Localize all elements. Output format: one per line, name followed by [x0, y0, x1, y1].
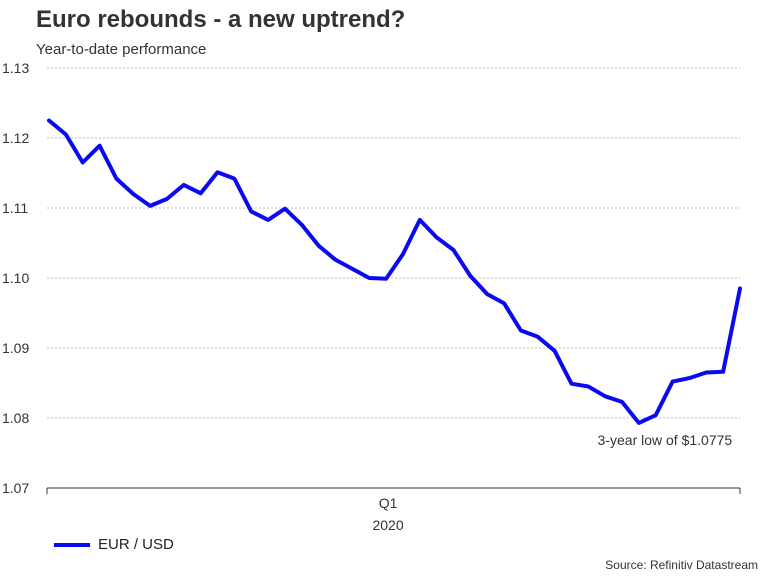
legend: EUR / USD	[54, 536, 174, 553]
data-point	[334, 258, 338, 262]
data-point	[502, 301, 506, 305]
data-point	[47, 119, 51, 123]
data-point	[654, 413, 658, 417]
y-tick-label: 1.13	[2, 60, 29, 76]
y-tick-label: 1.12	[2, 130, 29, 146]
data-point	[249, 210, 253, 214]
data-point	[435, 235, 439, 239]
legend-swatch-eur-usd	[54, 542, 90, 547]
data-point	[317, 244, 321, 248]
data-point	[687, 376, 691, 380]
data-point	[350, 267, 354, 271]
data-point	[620, 400, 624, 404]
data-point	[536, 335, 540, 339]
x-tick-label: Q1	[379, 495, 398, 511]
chart-title: Euro rebounds - a new uptrend?	[36, 6, 406, 33]
data-point	[671, 380, 675, 384]
series-line-eur-usd	[47, 118, 742, 425]
y-tick-label: 1.09	[2, 340, 29, 356]
data-point	[81, 161, 85, 165]
data-point	[182, 183, 186, 187]
data-point	[553, 349, 557, 353]
data-point	[586, 385, 590, 389]
chart-subtitle: Year-to-date performance	[36, 41, 207, 58]
data-point	[519, 329, 523, 333]
data-point	[367, 276, 371, 280]
data-point	[603, 394, 607, 398]
data-point	[165, 197, 169, 201]
data-point	[114, 177, 118, 181]
data-point	[704, 371, 708, 375]
data-point	[738, 287, 742, 291]
data-point	[637, 421, 641, 425]
y-tick-label: 1.08	[2, 410, 29, 426]
y-tick-label: 1.10	[2, 270, 29, 286]
data-point	[283, 207, 287, 211]
data-point	[64, 133, 68, 137]
data-point	[451, 248, 455, 252]
data-point	[300, 223, 304, 227]
data-point	[266, 218, 270, 222]
y-tick-label: 1.11	[2, 200, 28, 216]
data-point	[216, 170, 220, 174]
data-point	[401, 252, 405, 256]
legend-label-eur-usd: EUR / USD	[98, 536, 174, 553]
annotation-label: 3-year low of $1.0775	[598, 432, 733, 448]
data-point	[418, 218, 422, 222]
data-point	[199, 191, 203, 195]
source-note: Source: Refinitiv Datastream	[605, 558, 758, 572]
x-tick-year: 2020	[372, 517, 403, 533]
data-point	[485, 292, 489, 296]
data-point	[131, 192, 135, 196]
y-tick-label: 1.07	[2, 480, 29, 496]
data-point	[721, 370, 725, 374]
data-point	[232, 177, 236, 181]
data-point	[384, 277, 388, 281]
data-point	[98, 144, 102, 148]
data-point	[148, 204, 152, 208]
data-point	[468, 274, 472, 278]
data-point	[569, 382, 573, 386]
